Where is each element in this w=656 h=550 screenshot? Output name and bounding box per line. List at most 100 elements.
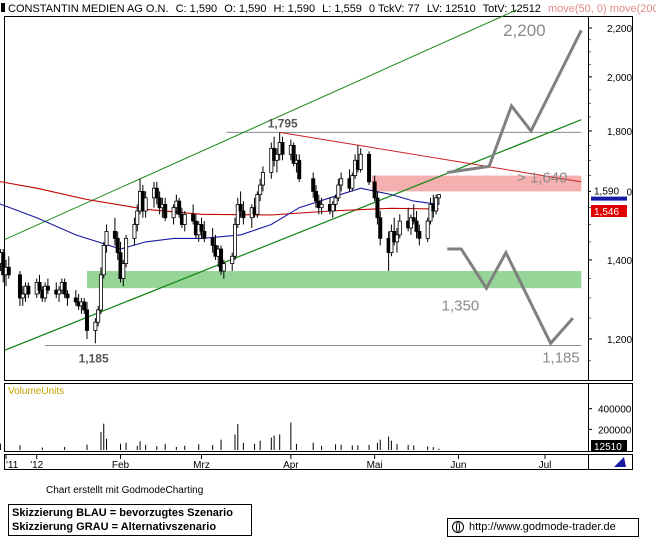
last-close-tag: 1,590	[594, 187, 619, 198]
candle	[154, 181, 159, 205]
candle	[313, 185, 318, 208]
candle	[230, 252, 235, 272]
candle-body	[96, 309, 101, 323]
y-tick-label: 1,400	[607, 256, 632, 267]
candle-body	[330, 203, 335, 212]
candle-body	[428, 203, 433, 222]
candle	[417, 224, 422, 246]
candle-body	[104, 230, 109, 246]
candle	[378, 211, 383, 246]
candle-body	[394, 234, 399, 243]
label-1185-left: 1,185	[79, 351, 109, 365]
candle-body	[143, 197, 148, 212]
candle-body	[230, 255, 235, 264]
candle	[311, 172, 316, 198]
candle	[171, 204, 176, 225]
corner-arrow-icon[interactable]	[614, 457, 626, 467]
label-1795: 1,795	[268, 116, 298, 130]
candle-body	[339, 178, 344, 186]
x-tick-label: Apr	[283, 460, 299, 471]
y-tick-label: 1,800	[607, 127, 632, 138]
candle	[182, 211, 187, 232]
candle-body	[333, 197, 338, 205]
candle	[372, 175, 377, 202]
globe-icon	[452, 521, 464, 533]
candle	[434, 194, 439, 215]
candle-body	[177, 200, 182, 215]
last-close-tag-bg	[591, 184, 627, 197]
url-box[interactable]: http://www.godmode-trader.de	[447, 518, 639, 537]
resistance-zone	[371, 175, 582, 192]
y-tick-label: 2,000	[607, 73, 632, 84]
candle	[191, 204, 196, 225]
candle	[297, 154, 302, 182]
candle	[319, 197, 324, 215]
volume-panel-frame	[4, 383, 589, 452]
x-tick-label: Mai	[367, 460, 383, 471]
candle	[436, 194, 441, 205]
candle	[219, 245, 224, 275]
url-text[interactable]: http://www.godmode-trader.de	[469, 521, 616, 533]
candle	[104, 224, 109, 253]
candle-body	[6, 266, 11, 276]
candle-body	[191, 213, 196, 222]
candle	[202, 221, 207, 242]
candle	[93, 318, 98, 344]
candle	[358, 148, 363, 173]
candle	[330, 201, 335, 218]
candle-body	[26, 285, 31, 295]
legend-blue: Skizzierung BLAU = bevorzugtes Szenario	[12, 507, 233, 519]
candle	[20, 286, 25, 306]
candle	[96, 305, 101, 327]
candle	[1, 249, 6, 283]
volume-label: VolumeUnits	[8, 386, 64, 397]
candle	[260, 166, 265, 192]
candle	[132, 217, 137, 246]
zones-layer	[86, 175, 582, 289]
candle	[235, 197, 240, 228]
candle-body	[121, 263, 126, 279]
scenario-legend: Skizzierung BLAU = bevorzugtes Szenario …	[8, 504, 252, 536]
candle	[62, 278, 67, 298]
candle-body	[154, 187, 159, 199]
candle-body	[274, 153, 279, 161]
candle-body	[425, 220, 430, 239]
candle-body	[258, 184, 263, 196]
volume-tick-label: 400000	[598, 405, 632, 416]
candle-body	[297, 159, 302, 180]
label-1185-right: 1,185	[542, 349, 580, 366]
candle-body	[417, 230, 422, 239]
candle-body	[84, 309, 89, 331]
candle	[101, 241, 106, 279]
candle-body	[135, 210, 140, 225]
volume-tick-label: 200000	[598, 425, 632, 436]
candle-body	[367, 153, 372, 183]
candle	[121, 259, 126, 287]
candle	[82, 297, 87, 314]
label-2200: 2,200	[503, 21, 546, 40]
y-tick-label: 2,200	[607, 24, 632, 35]
candle	[291, 142, 296, 167]
candle-body	[350, 175, 355, 189]
candle	[333, 194, 338, 212]
header-open: O: 1,590	[224, 3, 266, 15]
candle-body	[221, 263, 226, 272]
candle-body	[115, 237, 120, 254]
candle	[241, 201, 246, 225]
main-panel-frame	[4, 16, 589, 381]
candle	[45, 278, 50, 294]
header-ticks: 0 TckV: 77	[369, 3, 420, 15]
candle	[17, 271, 22, 306]
candle	[6, 256, 11, 279]
candle-body	[378, 217, 383, 239]
candle-body	[280, 142, 285, 155]
candle-body	[408, 217, 413, 229]
candle-body	[255, 194, 260, 215]
candle-body	[82, 301, 87, 311]
candle	[57, 286, 62, 302]
x-tick-label: '12	[30, 460, 43, 471]
candle-body	[372, 181, 377, 199]
candle-body	[93, 321, 98, 331]
candle	[428, 197, 433, 225]
candle	[258, 178, 263, 202]
